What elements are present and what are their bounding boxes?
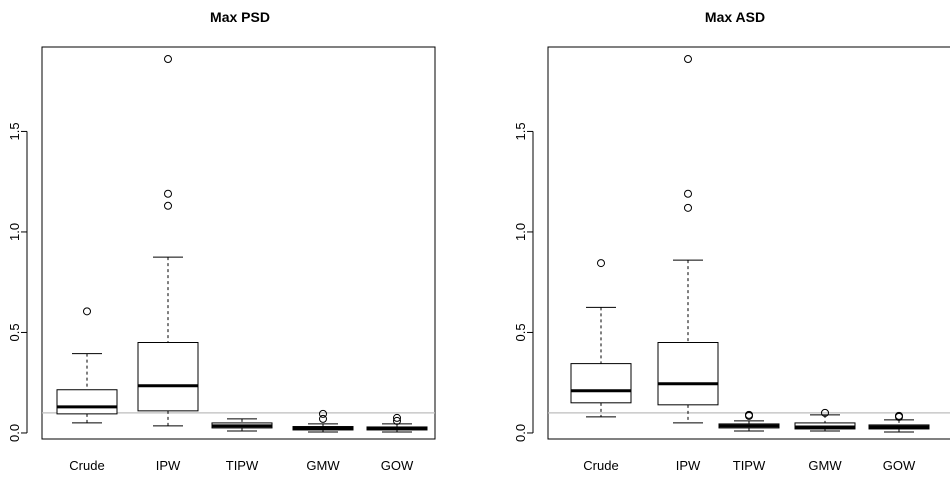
box-iqr <box>57 390 117 414</box>
box-tipw <box>212 419 272 431</box>
y-tick-label: 1.5 <box>513 122 528 140</box>
chart-title-max-asd: Max ASD <box>705 9 765 25</box>
box-gow <box>869 412 929 432</box>
x-tick-label: Crude <box>69 458 104 473</box>
x-tick-label: Crude <box>583 458 618 473</box>
x-tick-label: GOW <box>883 458 916 473</box>
box-gmw <box>293 410 353 432</box>
x-tick-label: IPW <box>156 458 181 473</box>
y-tick-label: 0.5 <box>513 323 528 341</box>
outlier-point <box>685 204 692 211</box>
outlier-point <box>84 308 91 315</box>
y-tick-label: 1.0 <box>7 223 22 241</box>
box-crude <box>57 308 117 423</box>
outlier-point <box>685 190 692 197</box>
chart-title-max-psd: Max PSD <box>210 9 270 25</box>
box-iqr <box>658 343 718 405</box>
x-tick-label: TIPW <box>733 458 766 473</box>
box-ipw <box>138 56 198 426</box>
outlier-point <box>598 260 605 267</box>
x-tick-label: GOW <box>381 458 414 473</box>
y-tick-label: 0.0 <box>513 424 528 442</box>
x-tick-label: GMW <box>306 458 340 473</box>
x-tick-label: GMW <box>808 458 842 473</box>
box-gow <box>367 414 427 432</box>
outlier-point <box>685 56 692 63</box>
y-tick-label: 0.5 <box>7 323 22 341</box>
box-iqr <box>138 343 198 411</box>
plot-area-max-asd: 0.0 0.5 1.0 1.5 Crude IPW TIPW GMW GOW <box>513 56 950 473</box>
outlier-point <box>165 202 172 209</box>
outlier-point <box>165 190 172 197</box>
y-tick-label: 1.5 <box>7 122 22 140</box>
plot-area-max-psd: 0.0 0.5 1.0 1.5 Crude IPW TIPW GMW GOW <box>7 56 435 473</box>
box-ipw <box>658 56 718 423</box>
x-tick-label: IPW <box>676 458 701 473</box>
panel-max-asd: Max ASD 0.0 0.5 1.0 1.5 Crude IPW TIPW GMW GOW <box>513 9 950 473</box>
box-crude <box>571 260 631 417</box>
box-tipw <box>719 411 779 431</box>
outlier-point <box>320 410 327 417</box>
y-tick-label: 0.0 <box>7 424 22 442</box>
panel-max-psd: Max PSD 0.0 0.5 1.0 1.5 Crude IPW TIPW GMW GOW <box>7 9 435 473</box>
x-tick-label: TIPW <box>226 458 259 473</box>
y-tick-label: 1.0 <box>513 223 528 241</box>
box-iqr <box>571 364 631 403</box>
outlier-point <box>165 56 172 63</box>
plot-frame-max-psd <box>42 47 435 439</box>
